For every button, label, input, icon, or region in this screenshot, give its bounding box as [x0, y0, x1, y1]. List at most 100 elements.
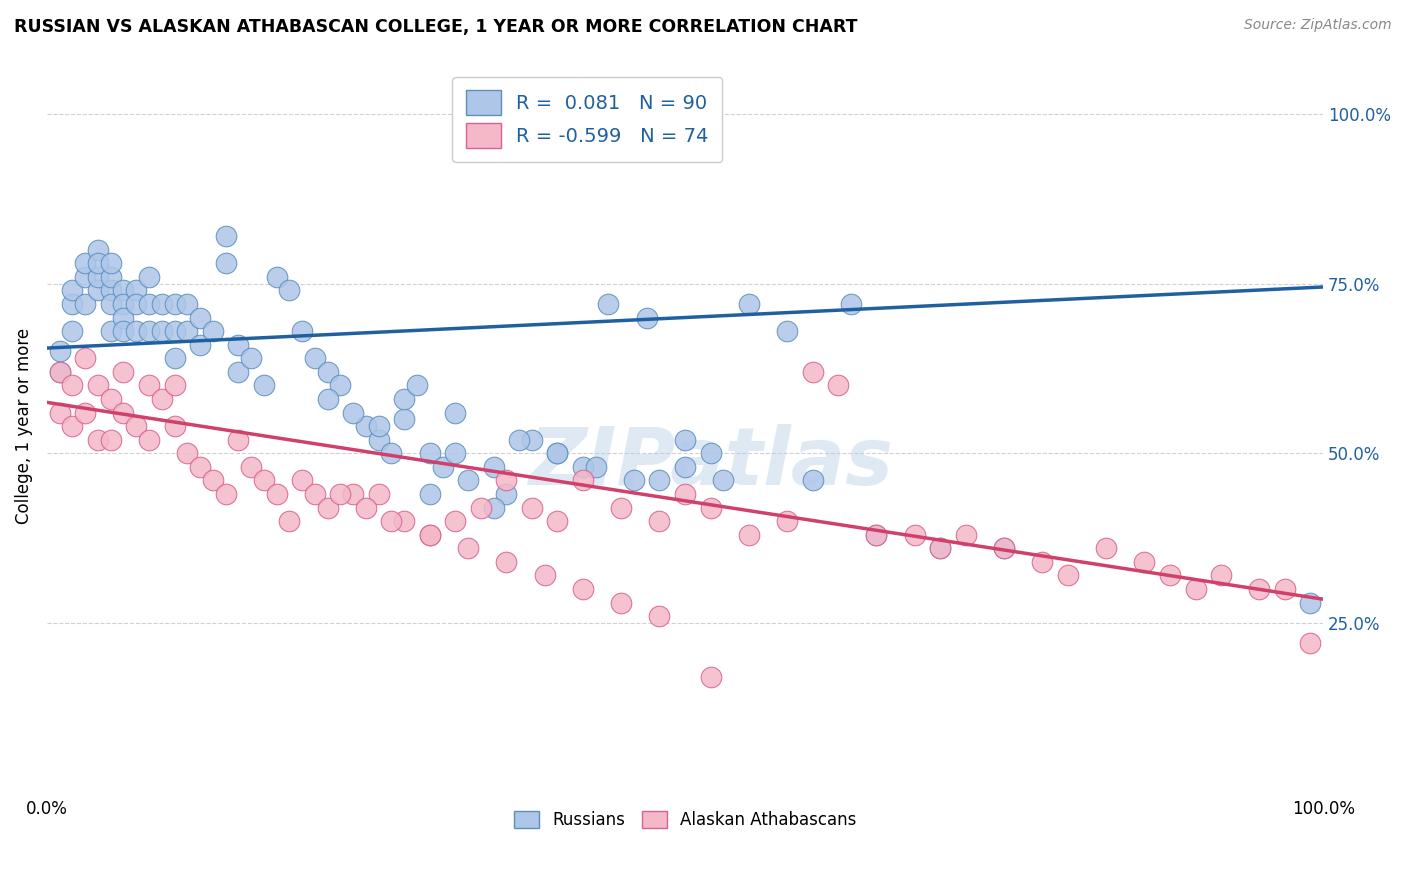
- Point: [572, 459, 595, 474]
- Point: [214, 256, 236, 270]
- Point: [62, 324, 84, 338]
- Point: [48, 365, 70, 379]
- Point: [316, 392, 339, 406]
- Point: [738, 297, 761, 311]
- Point: [87, 256, 110, 270]
- Point: [904, 527, 927, 541]
- Point: [112, 297, 135, 311]
- Point: [738, 527, 761, 541]
- Point: [304, 487, 326, 501]
- Point: [188, 337, 211, 351]
- Point: [112, 365, 135, 379]
- Point: [419, 487, 441, 501]
- Point: [380, 446, 402, 460]
- Point: [75, 406, 97, 420]
- Point: [112, 324, 135, 338]
- Point: [598, 297, 620, 311]
- Point: [955, 527, 977, 541]
- Point: [138, 378, 160, 392]
- Point: [62, 419, 84, 434]
- Point: [546, 446, 568, 460]
- Point: [253, 474, 276, 488]
- Point: [291, 324, 314, 338]
- Point: [1159, 568, 1181, 582]
- Point: [100, 392, 122, 406]
- Point: [228, 365, 250, 379]
- Point: [291, 474, 314, 488]
- Point: [100, 284, 122, 298]
- Point: [87, 433, 110, 447]
- Point: [394, 392, 416, 406]
- Legend: Russians, Alaskan Athabascans: Russians, Alaskan Athabascans: [508, 804, 863, 836]
- Point: [776, 324, 799, 338]
- Point: [87, 269, 110, 284]
- Point: [1133, 555, 1156, 569]
- Point: [87, 378, 110, 392]
- Point: [482, 459, 505, 474]
- Point: [150, 297, 173, 311]
- Text: RUSSIAN VS ALASKAN ATHABASCAN COLLEGE, 1 YEAR OR MORE CORRELATION CHART: RUSSIAN VS ALASKAN ATHABASCAN COLLEGE, 1…: [14, 18, 858, 36]
- Point: [470, 500, 492, 515]
- Point: [316, 500, 339, 515]
- Point: [1209, 568, 1232, 582]
- Point: [75, 297, 97, 311]
- Point: [329, 378, 352, 392]
- Point: [62, 378, 84, 392]
- Point: [48, 344, 70, 359]
- Point: [62, 297, 84, 311]
- Point: [520, 433, 543, 447]
- Point: [112, 310, 135, 325]
- Point: [495, 487, 517, 501]
- Point: [163, 324, 186, 338]
- Point: [394, 514, 416, 528]
- Point: [648, 609, 671, 624]
- Point: [125, 297, 148, 311]
- Point: [699, 500, 721, 515]
- Point: [125, 284, 148, 298]
- Point: [827, 378, 849, 392]
- Point: [163, 351, 186, 366]
- Point: [495, 555, 517, 569]
- Point: [495, 474, 517, 488]
- Point: [253, 378, 276, 392]
- Point: [75, 256, 97, 270]
- Point: [432, 459, 454, 474]
- Point: [1299, 596, 1322, 610]
- Point: [482, 500, 505, 515]
- Point: [163, 419, 186, 434]
- Point: [1249, 582, 1271, 596]
- Point: [1274, 582, 1296, 596]
- Point: [75, 351, 97, 366]
- Point: [993, 541, 1015, 556]
- Point: [419, 527, 441, 541]
- Point: [673, 487, 696, 501]
- Point: [865, 527, 887, 541]
- Point: [585, 459, 607, 474]
- Point: [266, 487, 288, 501]
- Point: [367, 433, 389, 447]
- Point: [329, 487, 352, 501]
- Point: [839, 297, 862, 311]
- Point: [138, 269, 160, 284]
- Text: Source: ZipAtlas.com: Source: ZipAtlas.com: [1244, 18, 1392, 32]
- Point: [150, 392, 173, 406]
- Point: [520, 500, 543, 515]
- Text: ZIPatlas: ZIPatlas: [529, 424, 893, 502]
- Point: [419, 527, 441, 541]
- Point: [100, 324, 122, 338]
- Point: [100, 297, 122, 311]
- Point: [993, 541, 1015, 556]
- Point: [138, 324, 160, 338]
- Point: [572, 582, 595, 596]
- Point: [1184, 582, 1206, 596]
- Point: [342, 406, 364, 420]
- Point: [125, 324, 148, 338]
- Point: [533, 568, 555, 582]
- Point: [304, 351, 326, 366]
- Point: [163, 378, 186, 392]
- Point: [125, 419, 148, 434]
- Point: [176, 324, 198, 338]
- Point: [87, 243, 110, 257]
- Point: [546, 446, 568, 460]
- Point: [508, 433, 530, 447]
